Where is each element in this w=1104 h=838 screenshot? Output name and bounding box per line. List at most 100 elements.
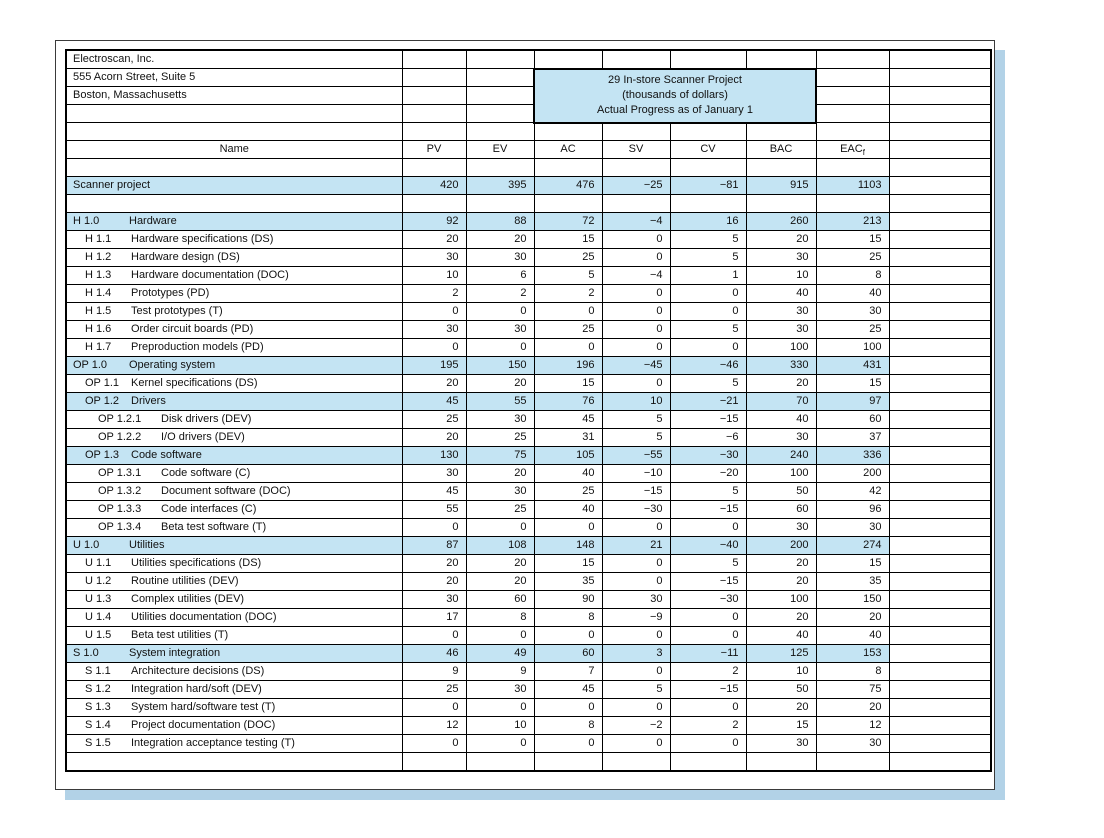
wbs-code: H 1.5 bbox=[85, 305, 112, 317]
cell-ac: 0 bbox=[533, 338, 603, 357]
cell-empty bbox=[888, 644, 992, 663]
task-label: Utilities documentation (DOC) bbox=[131, 611, 277, 623]
wbs-code: U 1.3 bbox=[85, 593, 112, 605]
cell-bac: 30 bbox=[745, 302, 817, 321]
task-label: Project documentation (DOC) bbox=[131, 719, 276, 731]
cell-pv bbox=[401, 86, 467, 105]
task-label: Kernel specifications (DS) bbox=[131, 377, 258, 389]
cell-pv: 92 bbox=[401, 212, 467, 231]
cell-name: U 1.4 Utilities documentation (DOC) bbox=[65, 608, 403, 627]
cell-empty bbox=[888, 698, 992, 717]
cell-pv: 10 bbox=[401, 266, 467, 285]
cell-eacf: 8 bbox=[815, 266, 890, 285]
cell-eacf bbox=[815, 194, 890, 213]
cell-sv: 5 bbox=[601, 680, 671, 699]
task-label: Architecture decisions (DS) bbox=[131, 665, 265, 677]
cell-ev bbox=[465, 68, 535, 87]
cell-sv: −4 bbox=[601, 266, 671, 285]
wbs-code: OP 1.0 bbox=[73, 359, 108, 371]
cell-sv bbox=[601, 158, 671, 177]
cell-ac: 0 bbox=[533, 626, 603, 645]
cell-sv: 0 bbox=[601, 572, 671, 591]
cell-bac: 30 bbox=[745, 518, 817, 537]
cell-ac: 196 bbox=[533, 356, 603, 375]
cell-pv: 0 bbox=[401, 338, 467, 357]
cell-pv: 20 bbox=[401, 572, 467, 591]
cell-ac: 105 bbox=[533, 446, 603, 465]
cell-empty bbox=[888, 230, 992, 249]
cell-ev: 2 bbox=[465, 284, 535, 303]
cell-cv: −15 bbox=[669, 410, 747, 429]
address-row: 555 Acorn Street, Suite 5 29 In-store Sca… bbox=[65, 67, 992, 124]
table-row: H 1.0 Hardware 92 88 72 −4 16 260 213 bbox=[65, 212, 992, 231]
cell-sv: −30 bbox=[601, 500, 671, 519]
cell-sv bbox=[601, 122, 671, 141]
cell-eacf: 42 bbox=[815, 482, 890, 501]
task-label: Hardware specifications (DS) bbox=[131, 233, 274, 245]
cell-sv: 3 bbox=[601, 644, 671, 663]
cell-ac: 40 bbox=[533, 464, 603, 483]
cell-eacf: 213 bbox=[815, 212, 890, 231]
cell-cv: 5 bbox=[669, 374, 747, 393]
cell-bac: 30 bbox=[745, 248, 817, 267]
cell-eacf: 30 bbox=[815, 518, 890, 537]
cell-name: H 1.2 Hardware design (DS) bbox=[65, 248, 403, 267]
cell-eacf bbox=[815, 122, 890, 141]
cell-name: S 1.0 System integration bbox=[65, 644, 403, 663]
cell-eacf: 75 bbox=[815, 680, 890, 699]
wbs-code: H 1.6 bbox=[85, 323, 112, 335]
task-label: Routine utilities (DEV) bbox=[131, 575, 239, 587]
cell-pv: 0 bbox=[401, 518, 467, 537]
cell-ev: 30 bbox=[465, 248, 535, 267]
table-row: OP 1.2.2 I/O drivers (DEV) 20 25 31 5 −6 30 37 bbox=[65, 428, 992, 447]
spacer-row bbox=[65, 158, 992, 177]
cell-bac: 20 bbox=[745, 608, 817, 627]
cell-empty bbox=[888, 49, 992, 69]
cell-sv: 0 bbox=[601, 662, 671, 681]
wbs-code: OP 1.2.2 bbox=[98, 431, 142, 443]
cell-pv: 46 bbox=[401, 644, 467, 663]
cell-sv: 21 bbox=[601, 536, 671, 555]
cell-sv: −15 bbox=[601, 482, 671, 501]
cell-pv: 2 bbox=[401, 284, 467, 303]
cell-bac: 200 bbox=[745, 536, 817, 555]
task-label: Code software (C) bbox=[161, 467, 251, 479]
cell-empty bbox=[888, 608, 992, 627]
cell-ac: 15 bbox=[533, 374, 603, 393]
cell-sv bbox=[601, 752, 671, 771]
cell-eacf: 40 bbox=[815, 626, 890, 645]
cell-bac: 40 bbox=[745, 626, 817, 645]
cell-sv: 0 bbox=[601, 374, 671, 393]
table-row: OP 1.3.3 Code interfaces (C) 55 25 40 −30 −15 6… bbox=[65, 500, 992, 519]
cell-eacf: 200 bbox=[815, 464, 890, 483]
cell-name: OP 1.2.2 I/O drivers (DEV) bbox=[65, 428, 403, 447]
task-label: Utilities bbox=[129, 539, 165, 551]
cell-eacf: 40 bbox=[815, 284, 890, 303]
table-row: U 1.5 Beta test utilities (T) 0 0 0 0 0 40 40 bbox=[65, 626, 992, 645]
wbs-code: OP 1.3.4 bbox=[98, 521, 142, 533]
task-label: System integration bbox=[129, 647, 221, 659]
cell-eacf bbox=[815, 158, 890, 177]
cell-cv: 5 bbox=[669, 482, 747, 501]
cell-ac: 76 bbox=[533, 392, 603, 411]
cell-name: OP 1.3 Code software bbox=[65, 446, 403, 465]
cell-ac: 8 bbox=[533, 608, 603, 627]
cell-cv: 0 bbox=[669, 698, 747, 717]
cell-bac: 10 bbox=[745, 662, 817, 681]
wbs-code: U 1.0 bbox=[73, 539, 100, 551]
cell-bac: 260 bbox=[745, 212, 817, 231]
cell-empty bbox=[888, 158, 992, 177]
cell-ev: 0 bbox=[465, 734, 535, 753]
cell-ac: 40 bbox=[533, 500, 603, 519]
cell-ac: 8 bbox=[533, 716, 603, 735]
cell-sv: −55 bbox=[601, 446, 671, 465]
cell-empty bbox=[888, 338, 992, 357]
cell-pv: 0 bbox=[401, 734, 467, 753]
cell-eacf bbox=[815, 86, 890, 105]
cell-ac: 25 bbox=[533, 320, 603, 339]
cell-pv: 30 bbox=[401, 590, 467, 609]
cell-ev: 10 bbox=[465, 716, 535, 735]
wbs-code: OP 1.3.3 bbox=[98, 503, 142, 515]
cell-ac: 72 bbox=[533, 212, 603, 231]
cell-eacf: 15 bbox=[815, 230, 890, 249]
